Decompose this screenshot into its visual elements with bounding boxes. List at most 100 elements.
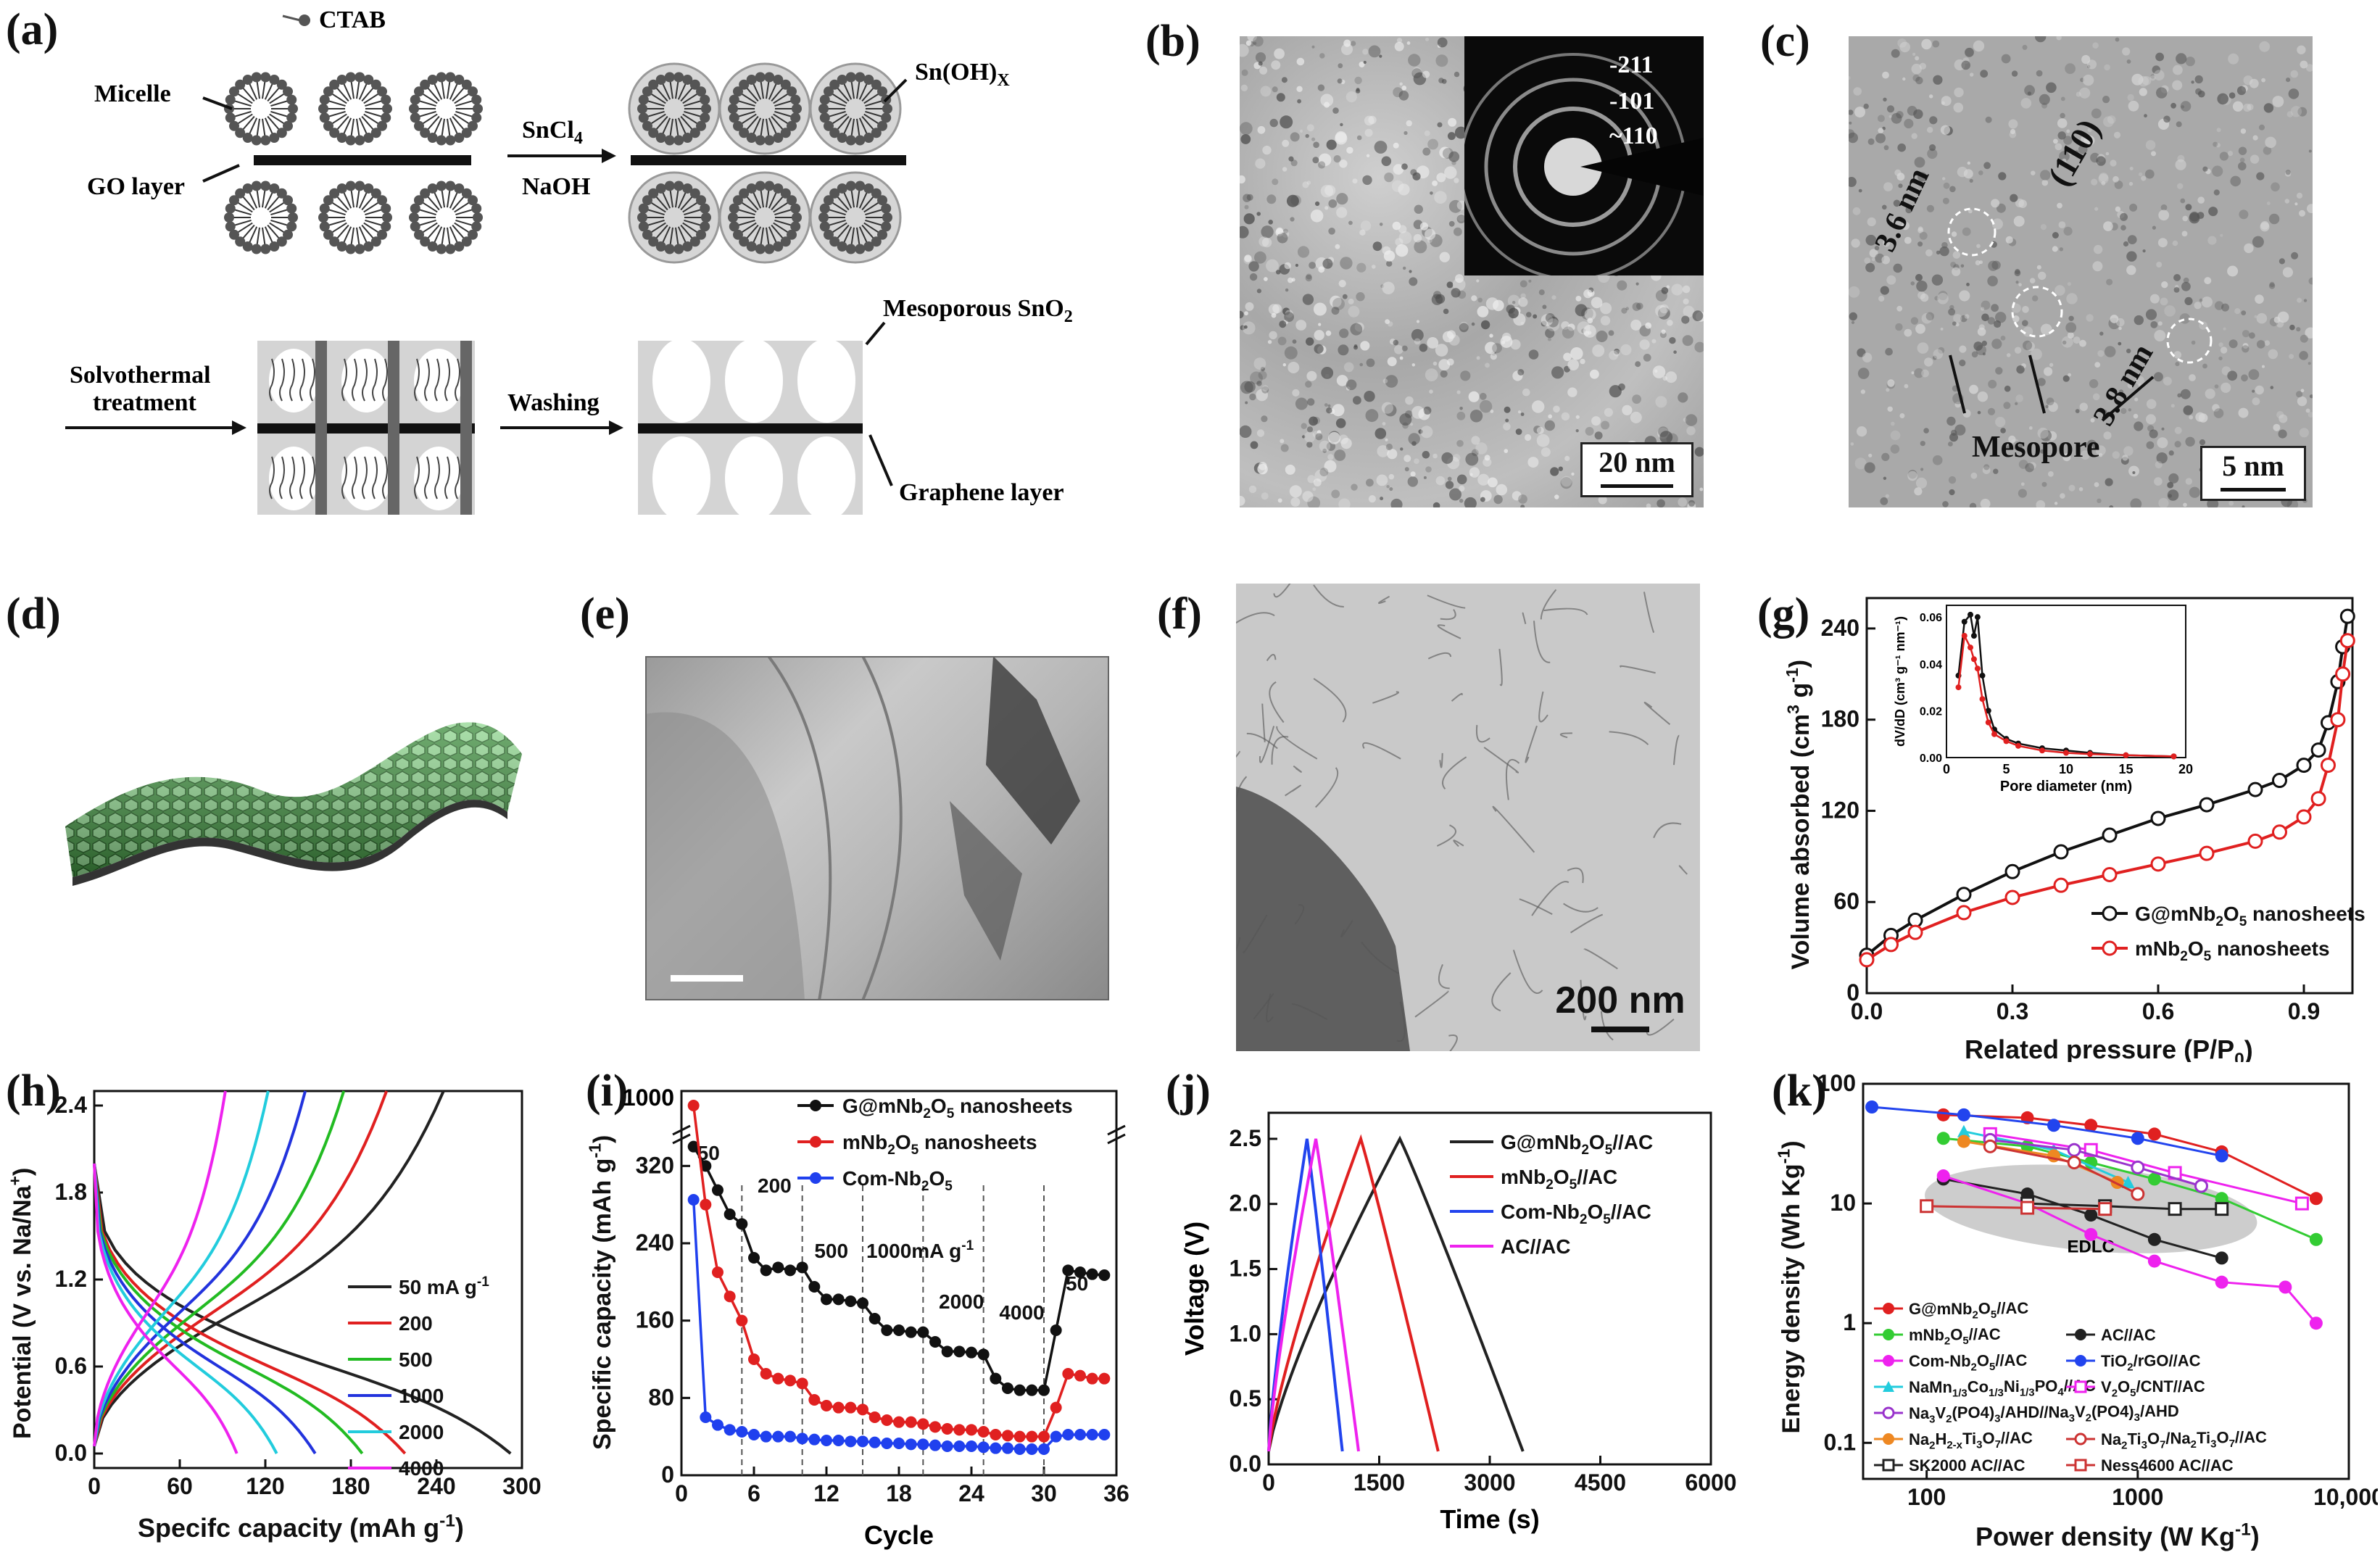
- texture-dot: [1632, 302, 1641, 311]
- surfactant-head: [877, 195, 888, 206]
- y-tick-label: 80: [648, 1384, 674, 1410]
- texture-dot: [1998, 172, 2007, 181]
- surfactant-head: [764, 244, 775, 254]
- texture-dot: [1321, 367, 1334, 379]
- surfactant-head: [377, 86, 388, 97]
- texture-dot: [1342, 294, 1348, 299]
- texture-dot: [2213, 408, 2224, 418]
- rate-point: [748, 1429, 760, 1440]
- beam-stop: [1580, 138, 1704, 196]
- surfactant-head: [855, 72, 866, 83]
- legend-marker: [1883, 1355, 1894, 1367]
- texture-dot: [1290, 195, 1301, 206]
- texture-dot: [2212, 404, 2220, 412]
- y-tick-label: 0: [1846, 979, 1859, 1005]
- surfactant-head: [732, 229, 743, 240]
- texture-dot: [1651, 339, 1657, 344]
- texture-dot: [2282, 267, 2293, 278]
- pointer-arrow: [883, 78, 908, 103]
- surfactant-head: [370, 128, 381, 138]
- rate-point: [845, 1401, 857, 1414]
- isotherm-point: [2339, 633, 2355, 649]
- inset-x-tick: 10: [2059, 762, 2073, 776]
- rate-point: [687, 1100, 700, 1111]
- isotherm-point: [2247, 833, 2263, 849]
- texture-dot: [1520, 505, 1525, 507]
- texture-dot: [2161, 427, 2165, 431]
- inset-y-tick: 0.04: [1920, 659, 1942, 671]
- texture-dot: [1688, 499, 1695, 507]
- texture-dot: [2073, 336, 2081, 344]
- texture-dot: [1622, 405, 1633, 415]
- ragone-line: [2027, 1202, 2222, 1211]
- texture-dot: [1393, 339, 1399, 346]
- texture-dot: [2078, 144, 2088, 154]
- texture-dot: [2183, 277, 2189, 283]
- panel-label-d: (d): [6, 589, 61, 639]
- texture-dot: [1317, 430, 1322, 434]
- surfactant-head: [689, 236, 700, 247]
- texture-dot: [1295, 320, 1307, 331]
- texture-dot: [2049, 362, 2054, 367]
- rate-point: [977, 1426, 990, 1438]
- texture-dot: [1438, 78, 1444, 83]
- texture-dot: [1981, 307, 1985, 311]
- texture-dot: [1338, 63, 1343, 69]
- texture-dot: [1508, 307, 1519, 319]
- ragone-point: [1936, 1108, 1950, 1121]
- rate-point: [1062, 1429, 1074, 1440]
- texture-dot: [1654, 369, 1658, 373]
- texture-dot: [1921, 369, 1929, 378]
- rate-point: [1026, 1430, 1038, 1443]
- texture-dot: [1978, 324, 1985, 331]
- texture-dot: [1897, 38, 1907, 48]
- texture-dot: [2202, 166, 2208, 172]
- texture-dot: [2138, 172, 2143, 177]
- texture-dot: [2104, 64, 2110, 71]
- rate-point: [966, 1346, 977, 1359]
- texture-dot: [2217, 93, 2228, 105]
- rate-point: [772, 1372, 784, 1385]
- surfactant-head: [773, 241, 784, 252]
- texture-dot: [2060, 112, 2065, 119]
- hrtem-texture: [1849, 36, 2313, 507]
- axis-break: [1107, 1124, 1126, 1145]
- texture-dot: [1274, 48, 1285, 59]
- surfactant-head: [689, 188, 700, 199]
- texture-dot: [1966, 283, 1970, 286]
- surfactant-head: [471, 112, 482, 123]
- texture-dot: [2297, 45, 2306, 54]
- pointer-arrow: [865, 321, 886, 346]
- y-tick-label: 0.5: [1230, 1385, 1261, 1411]
- texture-dot: [1456, 474, 1467, 485]
- texture-dot: [1512, 491, 1522, 501]
- texture-dot: [1890, 444, 1900, 454]
- legend-marker: [1882, 1406, 1895, 1419]
- rate-point: [990, 1429, 1002, 1440]
- ragone-point: [2215, 1202, 2229, 1216]
- texture-dot: [1933, 75, 1943, 85]
- texture-dot: [1532, 400, 1545, 413]
- wrinkle: [1653, 822, 1682, 839]
- wrinkle: [1294, 904, 1305, 925]
- surfactant-head: [881, 203, 892, 214]
- texture-dot: [2181, 231, 2188, 237]
- texture-dot: [1423, 406, 1432, 415]
- texture-dot: [2053, 138, 2058, 144]
- rate-point: [868, 1411, 881, 1423]
- texture-dot: [1659, 431, 1673, 444]
- texture-dot: [1927, 148, 1938, 159]
- texture-dot: [2134, 421, 2144, 431]
- rate-point: [772, 1430, 784, 1443]
- texture-dot: [1590, 369, 1599, 379]
- ragone-point: [2215, 1149, 2228, 1163]
- texture-dot: [1883, 476, 1887, 480]
- texture-dot: [1359, 62, 1365, 67]
- texture-dot: [1338, 344, 1349, 356]
- surfactant-tail: [434, 358, 440, 402]
- texture-dot: [2223, 327, 2226, 331]
- texture-dot: [1324, 185, 1336, 196]
- surfactant-head: [345, 181, 356, 191]
- texture-dot: [1272, 178, 1279, 186]
- texture-dot: [1313, 141, 1319, 149]
